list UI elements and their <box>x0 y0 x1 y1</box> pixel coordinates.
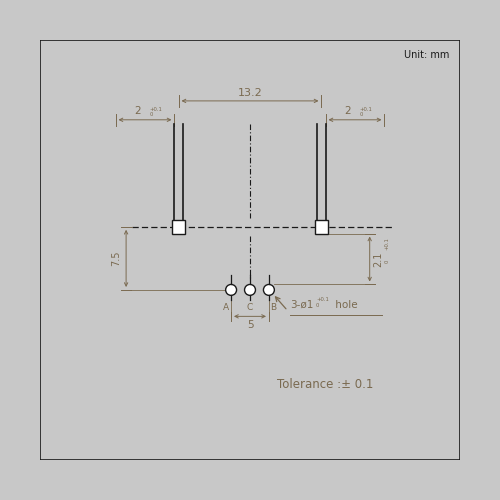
Text: 13.2: 13.2 <box>238 88 262 98</box>
Text: 2: 2 <box>134 106 141 116</box>
Circle shape <box>264 284 274 296</box>
Text: hole: hole <box>332 300 357 310</box>
Text: Tolerance :± 0.1: Tolerance :± 0.1 <box>278 378 374 391</box>
Circle shape <box>244 284 256 296</box>
Text: 3-ø1: 3-ø1 <box>290 300 314 310</box>
Text: 5: 5 <box>246 320 254 330</box>
Bar <box>314 220 328 234</box>
Circle shape <box>226 284 236 296</box>
Text: 2: 2 <box>344 106 352 116</box>
Bar <box>172 220 186 234</box>
Text: +0.1: +0.1 <box>360 107 372 112</box>
Text: +0.1: +0.1 <box>385 237 390 250</box>
Text: 0: 0 <box>316 302 320 308</box>
Text: A: A <box>224 303 230 312</box>
Text: B: B <box>270 303 276 312</box>
Text: 2.1: 2.1 <box>373 252 383 266</box>
Text: Unit: mm: Unit: mm <box>404 50 450 60</box>
Text: +0.1: +0.1 <box>150 107 162 112</box>
Text: 0: 0 <box>360 112 363 117</box>
Text: 0: 0 <box>150 112 153 117</box>
Text: 0: 0 <box>385 260 390 263</box>
Text: 7.5: 7.5 <box>111 250 121 266</box>
Text: C: C <box>247 303 253 312</box>
Text: +0.1: +0.1 <box>316 296 329 302</box>
